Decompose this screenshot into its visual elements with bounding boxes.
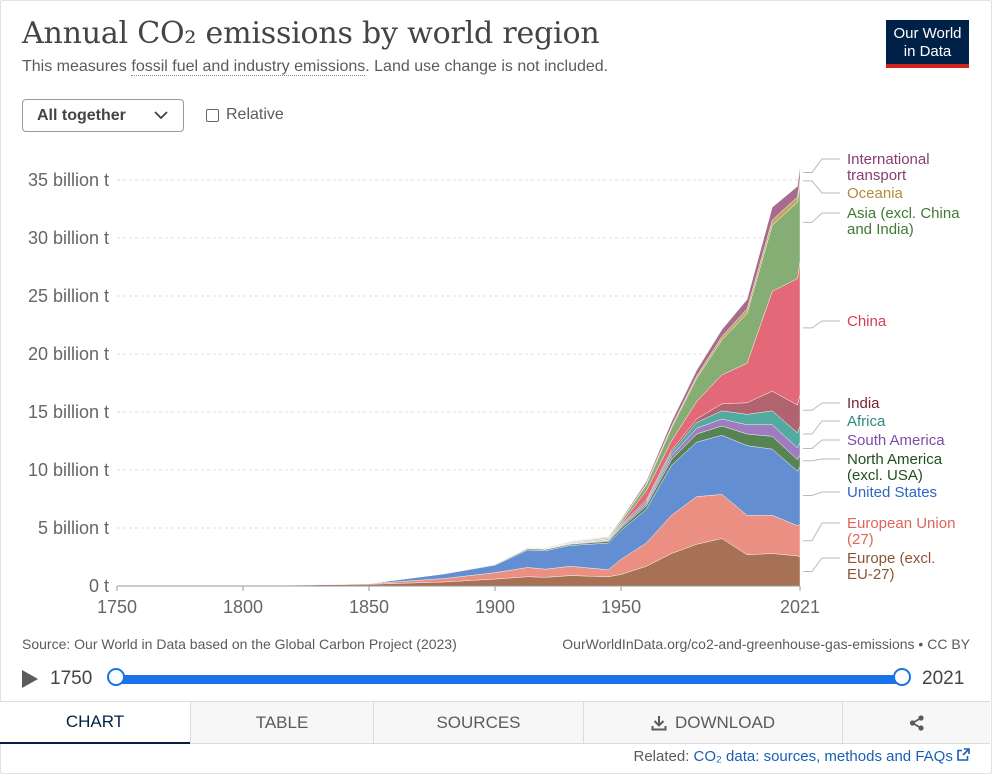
logo-line-2: in Data: [903, 43, 952, 60]
y-tick-label: 10 billion t: [28, 460, 109, 480]
play-icon[interactable]: [22, 670, 38, 688]
legend-connector-europe: [803, 557, 840, 572]
owid-logo[interactable]: Our World in Data: [886, 20, 969, 68]
legend-connector-china: [803, 320, 840, 329]
area-chart: 0 t 5 billion t 10 billion t 15 billion t 20…: [28, 151, 960, 617]
y-tick-label: 20 billion t: [28, 344, 109, 364]
x-tick-label: 2021: [780, 597, 820, 617]
legend-label-europe: Europe (excl.: [847, 550, 935, 567]
timeline-track[interactable]: [116, 675, 902, 684]
relative-toggle[interactable]: Relative: [206, 106, 284, 124]
legend-connector-south_america: [803, 439, 840, 450]
y-tick-label: 30 billion t: [28, 228, 109, 248]
legend-label-north_america: North America: [847, 451, 943, 468]
legend-label-transport: International: [847, 151, 930, 168]
legend-connector-asia: [803, 212, 840, 223]
related-label: Related:: [633, 748, 690, 765]
legend-connector-africa: [803, 420, 840, 435]
tab-bar: CHART TABLE SOURCES DOWNLOAD: [0, 701, 990, 744]
x-tick-label: 1900: [475, 597, 515, 617]
related-links: Related: CO₂ data: sources, methods and …: [634, 748, 971, 765]
subtitle-definition-link[interactable]: fossil fuel and industry emissions: [131, 58, 366, 76]
tab-chart[interactable]: CHART: [0, 702, 190, 744]
legend-label-eu27: (27): [847, 531, 874, 548]
legend-label-asia: and India): [847, 221, 914, 238]
legend-label-south_america: South America: [847, 432, 945, 449]
relative-label: Relative: [226, 106, 284, 123]
legend-label-transport: transport: [847, 167, 907, 184]
legend-label-india: India: [847, 395, 880, 412]
subtitle-text-post: . Land use change is not included.: [365, 58, 609, 75]
share-icon: [909, 714, 924, 731]
y-tick-label: 15 billion t: [28, 402, 109, 422]
y-tick-label: 25 billion t: [28, 286, 109, 306]
y-tick-label: 35 billion t: [28, 170, 109, 190]
legend-label-europe: EU-27): [847, 566, 895, 583]
tab-table[interactable]: TABLE: [190, 702, 373, 744]
logo-line-1: Our World: [893, 25, 962, 42]
tab-sources-label: SOURCES: [436, 712, 521, 732]
legend-label-oceania: Oceania: [847, 185, 904, 202]
external-link-icon: [957, 748, 970, 761]
timeline-end-handle[interactable]: [893, 668, 911, 686]
tab-table-label: TABLE: [255, 712, 309, 732]
legend-connector-eu27: [803, 522, 840, 542]
legend-connector-india: [803, 402, 840, 411]
legend-label-usa: United States: [847, 484, 937, 501]
timeline-start-year: 1750: [50, 668, 93, 689]
tab-download-label: DOWNLOAD: [674, 712, 776, 732]
tab-chart-label: CHART: [65, 712, 125, 731]
x-tick-label: 1800: [223, 597, 263, 617]
related-faq-link[interactable]: CO₂ data: sources, methods and FAQs: [693, 748, 953, 765]
x-tick-label: 1950: [601, 597, 641, 617]
stack-mode-dropdown[interactable]: All together: [22, 99, 184, 132]
download-icon: [651, 715, 667, 730]
tab-share[interactable]: [842, 702, 990, 744]
chevron-down-icon: [154, 111, 168, 120]
timeline: 1750 2021: [0, 664, 992, 694]
legend-label-north_america: (excl. USA): [847, 467, 923, 484]
legend-label-africa: Africa: [847, 413, 886, 430]
legend-connector-oceania: [803, 180, 840, 194]
legend-label-asia: Asia (excl. China: [847, 205, 960, 222]
subtitle-text-pre: This measures: [22, 58, 132, 75]
y-tick-label: 5 billion t: [38, 518, 109, 538]
source-note: Source: Our World in Data based on the G…: [22, 636, 457, 652]
series-area-transport: [116, 166, 801, 587]
timeline-start-handle[interactable]: [107, 668, 125, 686]
relative-checkbox[interactable]: [206, 108, 219, 122]
x-tick-label: 1750: [97, 597, 137, 617]
tab-download[interactable]: DOWNLOAD: [583, 702, 842, 744]
tab-sources[interactable]: SOURCES: [373, 702, 583, 744]
timeline-end-year: 2021: [922, 668, 965, 689]
chart-title: Annual CO₂ emissions by world region: [22, 16, 600, 51]
chart-subtitle: This measures fossil fuel and industry e…: [22, 58, 608, 76]
y-tick-label: 0 t: [89, 576, 109, 596]
legend-label-eu27: European Union: [847, 515, 955, 532]
legend-label-china: China: [847, 313, 887, 330]
legend-connector-transport: [803, 158, 840, 173]
legend-connector-north_america: [803, 458, 840, 462]
x-tick-label: 1850: [349, 597, 389, 617]
legend-connector-usa: [803, 491, 840, 497]
dropdown-value: All together: [37, 107, 126, 124]
url-license[interactable]: OurWorldInData.org/co2-and-greenhouse-ga…: [562, 636, 970, 652]
